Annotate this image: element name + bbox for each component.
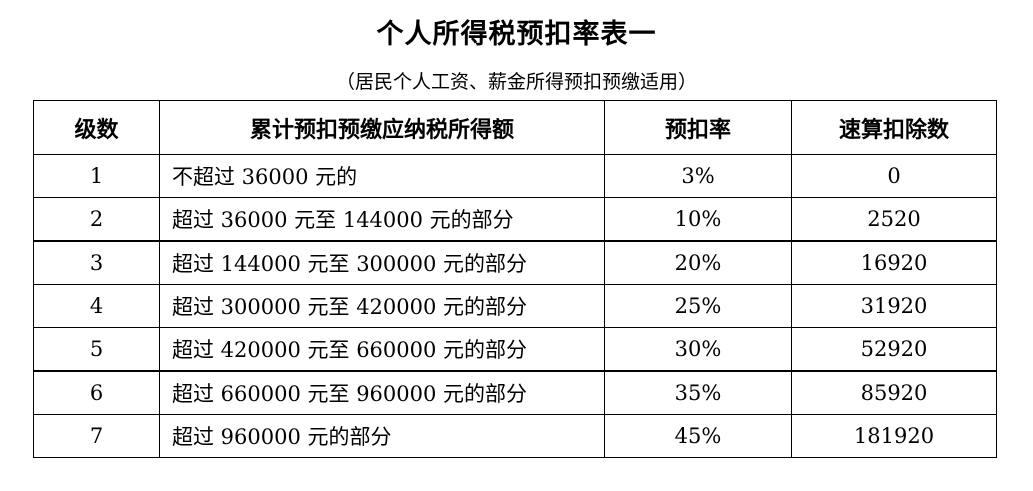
income-range-cell: 超过 144000 元至 300000 元的部分	[159, 240, 605, 285]
income-range-cell: 超过 420000 元至 660000 元的部分	[159, 327, 605, 372]
rate-cell: 10%	[604, 197, 792, 242]
table-row: 5 超过 420000 元至 660000 元的部分 30% 52920	[33, 327, 997, 372]
header-rate: 预扣率	[604, 100, 792, 155]
table-row: 3 超过 144000 元至 300000 元的部分 20% 16920	[33, 240, 997, 285]
level-cell: 1	[33, 154, 160, 198]
rate-cell: 3%	[604, 154, 792, 198]
table-row: 7 超过 960000 元的部分 45% 181920	[33, 414, 997, 458]
level-cell: 7	[33, 414, 160, 458]
deduction-cell: 2520	[791, 197, 997, 242]
header-income: 累计预扣预缴应纳税所得额	[159, 100, 605, 155]
deduction-cell: 31920	[791, 284, 997, 328]
header-level: 级数	[33, 100, 160, 155]
level-cell: 5	[33, 327, 160, 372]
level-cell: 6	[33, 370, 160, 415]
table-row: 2 超过 36000 元至 144000 元的部分 10% 2520	[33, 197, 997, 242]
deduction-cell: 16920	[791, 240, 997, 285]
income-range-cell: 超过 300000 元至 420000 元的部分	[159, 284, 605, 328]
table-row: 6 超过 660000 元至 960000 元的部分 35% 85920	[33, 370, 997, 415]
table-header-row: 级数 累计预扣预缴应纳税所得额 预扣率 速算扣除数	[33, 100, 997, 155]
income-range-cell: 超过 960000 元的部分	[159, 414, 605, 458]
rate-cell: 35%	[604, 370, 792, 415]
deduction-cell: 52920	[791, 327, 997, 372]
level-cell: 4	[33, 284, 160, 328]
table-row: 4 超过 300000 元至 420000 元的部分 25% 31920	[33, 284, 997, 328]
level-cell: 3	[33, 240, 160, 285]
tax-rate-table: 级数 累计预扣预缴应纳税所得额 预扣率 速算扣除数 1 不超过 36000 元的…	[33, 100, 997, 458]
table-row: 1 不超过 36000 元的 3% 0	[33, 154, 997, 198]
rate-cell: 30%	[604, 327, 792, 372]
rate-cell: 25%	[604, 284, 792, 328]
deduction-cell: 0	[791, 154, 997, 198]
income-range-cell: 超过 660000 元至 960000 元的部分	[159, 370, 605, 415]
page-subtitle: （居民个人工资、薪金所得预扣预缴适用）	[335, 71, 697, 93]
level-cell: 2	[33, 197, 160, 242]
deduction-cell: 181920	[791, 414, 997, 458]
rate-cell: 45%	[604, 414, 792, 458]
income-range-cell: 超过 36000 元至 144000 元的部分	[159, 197, 605, 242]
page-title: 个人所得税预扣率表一	[376, 19, 657, 50]
deduction-cell: 85920	[791, 370, 997, 415]
rate-cell: 20%	[604, 240, 792, 285]
header-deduction: 速算扣除数	[791, 100, 997, 155]
income-range-cell: 不超过 36000 元的	[159, 154, 605, 198]
